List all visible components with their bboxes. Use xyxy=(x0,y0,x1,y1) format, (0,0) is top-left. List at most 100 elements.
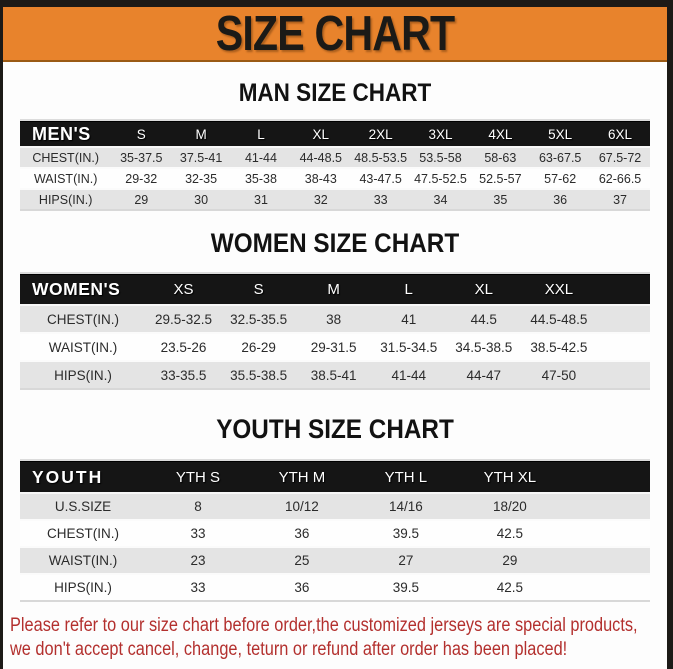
measurement-row: CHEST(IN.) 29.5-32.5 32.5-35.5 38 41 44.5 44.5… xyxy=(20,306,650,334)
size-value: 36 xyxy=(530,190,591,211)
row-label: WAIST(IN.) xyxy=(20,334,146,362)
size-column-header: 5XL xyxy=(530,121,591,148)
size-value: 32 xyxy=(290,190,351,211)
size-value: 42.5 xyxy=(457,575,562,602)
women-size-table: WOMEN'S XS S M L XL XXL CHEST(IN.) 29.5-32.5 32.5… xyxy=(20,272,650,390)
row-spacer xyxy=(596,362,650,390)
measurement-row: HIPS(IN.) 33 36 39.5 42.5 xyxy=(20,575,650,602)
size-column-header: XL xyxy=(446,274,522,306)
size-value: 48.5-53.5 xyxy=(350,148,411,169)
size-value: 18/20 xyxy=(457,494,562,521)
row-label: WAIST(IN.) xyxy=(20,169,112,190)
women-section-title: WOMEN SIZE CHART xyxy=(3,228,667,259)
youth-section: YOUTH SIZE CHART YOUTH YTH S YTH M YTH L YTH… xyxy=(3,414,667,602)
measurement-row: WAIST(IN.) 29-32 32-35 35-38 38-43 43-47.5 47.… xyxy=(20,169,650,190)
size-value: 35 xyxy=(470,190,531,211)
measurement-row: CHEST(IN.) 33 36 39.5 42.5 xyxy=(20,521,650,548)
size-column-header: YTH S xyxy=(146,461,250,494)
size-value: 27 xyxy=(353,548,458,575)
man-section-title: MAN SIZE CHART xyxy=(3,79,667,108)
size-value: 36 xyxy=(249,575,354,602)
size-value: 32-35 xyxy=(171,169,232,190)
size-value: 14/16 xyxy=(353,494,458,521)
row-spacer xyxy=(561,494,650,521)
size-value: 23.5-26 xyxy=(146,334,222,362)
measurement-row: WAIST(IN.) 23.5-26 26-29 29-31.5 31.5-34.5 34… xyxy=(20,334,650,362)
size-column-header: 3XL xyxy=(410,121,471,148)
disclaimer-line-2: we don't accept cancel, change, teturn o… xyxy=(10,639,568,660)
youth-section-title: YOUTH SIZE CHART xyxy=(3,414,667,445)
size-column-header: L xyxy=(231,121,291,148)
size-column-header: XXL xyxy=(521,274,597,306)
size-value: 29 xyxy=(457,548,562,575)
size-header-row: YOUTH YTH S YTH M YTH L YTH XL xyxy=(20,461,650,494)
size-value: 38.5-42.5 xyxy=(521,334,597,362)
header-spacer xyxy=(561,461,650,494)
man-section: MAN SIZE CHART MEN'S S M L XL 2XL 3XL 4XL 5XL 6XL… xyxy=(3,79,667,211)
size-value: 42.5 xyxy=(457,521,562,548)
banner-title: SIZE CHART xyxy=(215,6,455,61)
size-value: 29-32 xyxy=(111,169,172,190)
size-value: 36 xyxy=(249,521,354,548)
size-value: 38.5-41 xyxy=(296,362,372,390)
size-value: 38 xyxy=(296,306,372,334)
row-label: WAIST(IN.) xyxy=(20,548,146,575)
size-column-header: 6XL xyxy=(590,121,650,148)
size-column-header: YTH XL xyxy=(457,461,562,494)
size-value: 47.5-52.5 xyxy=(410,169,471,190)
size-value: 44.5-48.5 xyxy=(521,306,597,334)
size-value: 23 xyxy=(146,548,250,575)
size-value: 35.5-38.5 xyxy=(221,362,297,390)
row-label: HIPS(IN.) xyxy=(20,190,112,211)
size-value: 47-50 xyxy=(521,362,597,390)
size-column-header: 4XL xyxy=(470,121,531,148)
measurement-row: HIPS(IN.) 29 30 31 32 33 34 35 36 37 xyxy=(20,190,650,211)
size-value: 29 xyxy=(111,190,172,211)
size-value: 34.5-38.5 xyxy=(446,334,522,362)
size-value: 43-47.5 xyxy=(350,169,411,190)
size-value: 67.5-72 xyxy=(590,148,650,169)
size-value: 41 xyxy=(371,306,447,334)
size-value: 39.5 xyxy=(353,575,458,602)
size-value: 33 xyxy=(350,190,411,211)
size-value: 10/12 xyxy=(249,494,354,521)
row-spacer xyxy=(561,575,650,602)
row-label: CHEST(IN.) xyxy=(20,521,146,548)
size-value: 33-35.5 xyxy=(146,362,222,390)
table-corner-label: MEN'S xyxy=(20,121,112,148)
disclaimer-line-1: Please refer to our size chart before or… xyxy=(10,615,638,636)
women-section-title-text: WOMEN SIZE CHART xyxy=(210,228,460,258)
size-column-header: XL xyxy=(290,121,351,148)
size-value: 37 xyxy=(590,190,650,211)
size-column-header: YTH L xyxy=(353,461,458,494)
table-corner-label: YOUTH xyxy=(20,461,146,494)
size-value: 29-31.5 xyxy=(296,334,372,362)
size-column-header: M xyxy=(296,274,372,306)
row-spacer xyxy=(561,548,650,575)
row-label: HIPS(IN.) xyxy=(20,362,146,390)
size-value: 57-62 xyxy=(530,169,591,190)
size-value: 35-38 xyxy=(231,169,291,190)
size-value: 29.5-32.5 xyxy=(146,306,222,334)
size-value: 34 xyxy=(410,190,471,211)
size-value: 32.5-35.5 xyxy=(221,306,297,334)
size-value: 37.5-41 xyxy=(171,148,232,169)
top-border xyxy=(3,0,667,7)
size-value: 33 xyxy=(146,575,250,602)
measurement-row: WAIST(IN.) 23 25 27 29 xyxy=(20,548,650,575)
man-section-title-text: MAN SIZE CHART xyxy=(238,79,432,107)
row-label: CHEST(IN.) xyxy=(20,306,146,334)
measurement-row: HIPS(IN.) 33-35.5 35.5-38.5 38.5-41 41-44 44-… xyxy=(20,362,650,390)
size-value: 31 xyxy=(231,190,291,211)
row-label: U.S.SIZE xyxy=(20,494,146,521)
size-value: 39.5 xyxy=(353,521,458,548)
size-column-header: S xyxy=(111,121,172,148)
size-value: 44-47 xyxy=(446,362,522,390)
size-header-row: MEN'S S M L XL 2XL 3XL 4XL 5XL 6XL xyxy=(20,121,650,148)
size-value: 41-44 xyxy=(231,148,291,169)
size-column-header: S xyxy=(221,274,297,306)
youth-section-title-text: YOUTH SIZE CHART xyxy=(216,414,454,444)
size-value: 30 xyxy=(171,190,232,211)
size-column-header: YTH M xyxy=(249,461,354,494)
